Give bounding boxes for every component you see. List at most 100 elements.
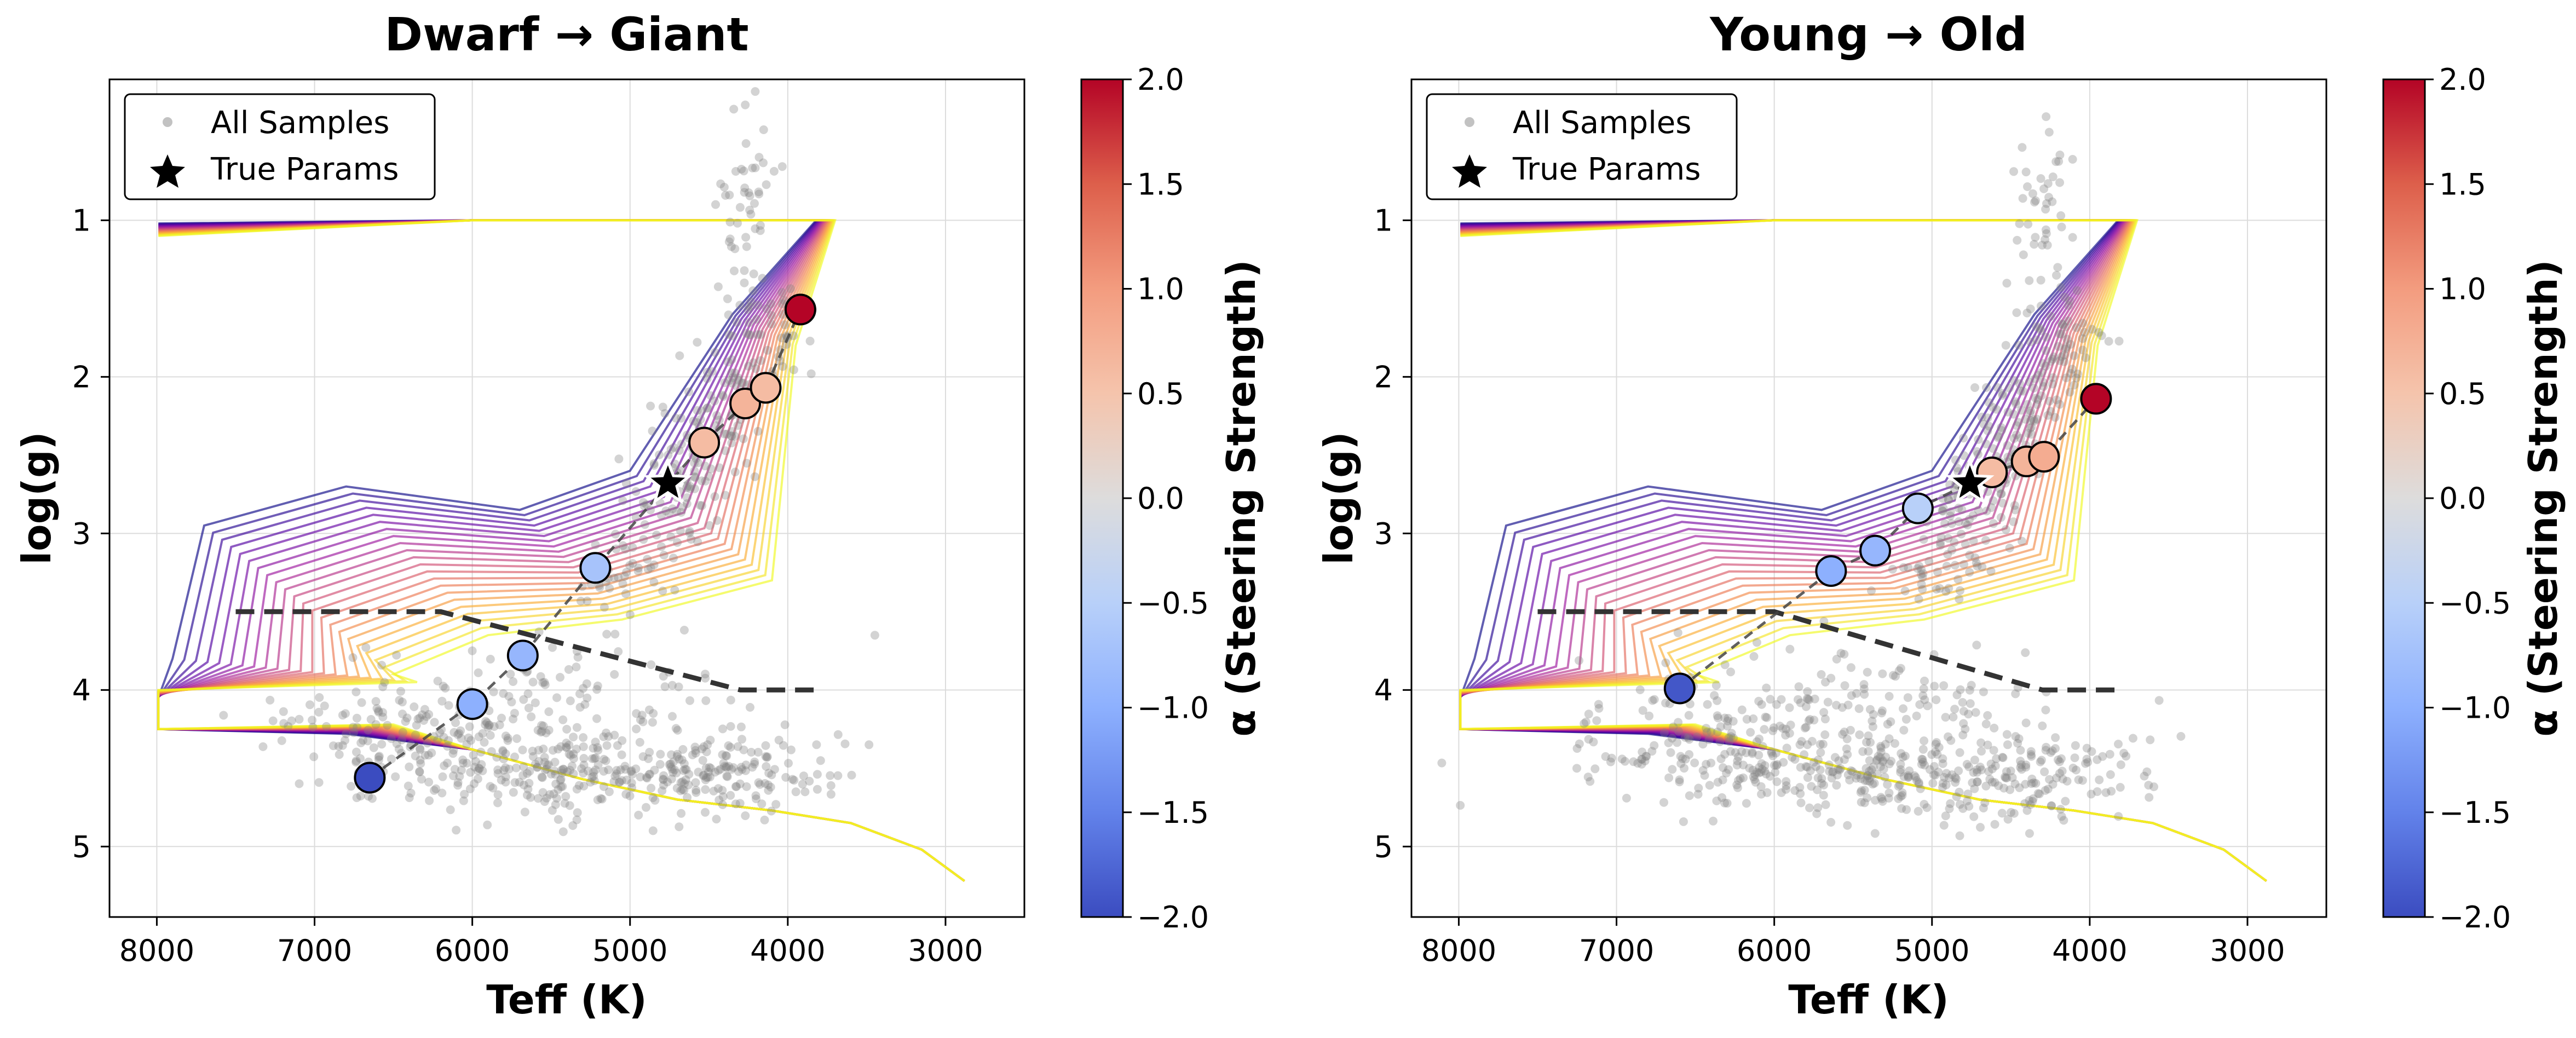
sample-point [534,627,544,636]
sample-point [1929,762,1939,771]
sample-point [2010,505,2020,515]
sample-point [1878,757,1887,766]
legend-box [124,93,436,200]
sample-point [2009,434,2019,443]
sample-point [610,730,619,740]
sample-point [1997,423,2006,432]
sample-point [1931,747,1940,757]
sample-point [374,756,383,764]
sample-point [518,745,527,754]
sample-point [551,800,560,809]
sample-point [2041,746,2050,755]
sample-point [2088,325,2097,334]
sample-point [342,729,351,739]
sample-point [735,203,745,212]
sample-point [727,355,736,364]
sample-point [1638,706,1647,715]
sample-point [1890,739,1899,748]
sample-point [1814,756,1823,765]
sample-point [1977,765,1986,775]
sample-point [1673,628,1682,637]
sample-point [659,551,669,560]
sample-point [1720,713,1730,723]
sample-point [378,682,388,691]
sample-point [2114,812,2123,821]
sample-point [719,182,729,192]
sample-point [1692,733,1702,742]
sample-point [751,224,760,233]
sample-point [2018,537,2026,546]
colorbar-tick-label: −0.5 [2439,586,2511,620]
sample-point [544,725,554,735]
sample-point [564,665,573,674]
sample-point [474,732,483,741]
sample-point [1726,667,1735,677]
sample-point [1990,778,1999,787]
sample-point [1897,749,1906,758]
sample-point [780,720,789,729]
colorbar: −2.0−1.5−1.0−0.50.00.51.01.52.0 α (Steer… [2382,62,2566,935]
sample-point [1947,545,1956,555]
sample-point [1918,745,1928,754]
sample-point [501,763,510,772]
colorbar-tick-label: −1.5 [1137,795,1209,830]
sample-point [762,762,771,771]
sample-point [1944,534,1953,543]
sample-point [1767,747,1776,756]
sample-point [699,742,708,751]
sample-point [1961,540,1970,549]
sample-point [2056,330,2066,339]
sample-point [1896,792,1905,801]
sample-point [719,759,728,768]
sample-point [1659,728,1669,737]
sample-point [1941,587,1951,596]
sample-point [1606,757,1615,766]
sample-point [664,451,673,460]
sample-point [562,739,571,748]
sample-point [309,752,319,762]
sample-point [685,484,695,493]
sample-point [596,794,606,803]
sample-point [538,678,548,687]
sample-point [1896,768,1905,777]
sample-point [1870,829,1880,838]
sample-point [1947,519,1956,528]
steered-point [354,762,386,794]
sample-point [2056,805,2065,814]
sample-point [681,775,690,785]
sample-point [1973,777,1982,787]
sample-point [1800,723,1809,733]
sample-point [779,296,788,305]
sample-point [1635,685,1645,694]
sample-point [1996,489,2006,499]
sample-point [1992,405,2001,414]
sample-point [659,771,669,780]
sample-point [727,431,736,440]
sample-point [475,764,484,773]
sample-point [741,811,750,820]
sample-point [730,368,740,378]
sample-point [1956,685,1965,694]
sample-point [1456,801,1465,810]
sample-point [728,331,737,341]
sample-point [1720,749,1730,759]
sample-point [2046,312,2055,321]
sample-point [740,188,749,197]
sample-point [1669,722,1678,731]
sample-point [566,751,575,760]
sample-point [1991,762,2000,770]
sample-point [771,800,781,809]
sample-point [550,766,559,776]
sample-point [667,764,677,774]
sample-point [1983,413,1992,423]
sample-point [1709,816,1718,826]
sample-point [462,740,471,749]
sample-point [762,304,771,313]
sample-point [1970,784,1979,793]
sample-point [2014,341,2024,350]
sample-point [756,356,765,365]
sample-point [1785,703,1794,712]
sample-point [2061,344,2070,354]
sample-point [2055,757,2064,766]
